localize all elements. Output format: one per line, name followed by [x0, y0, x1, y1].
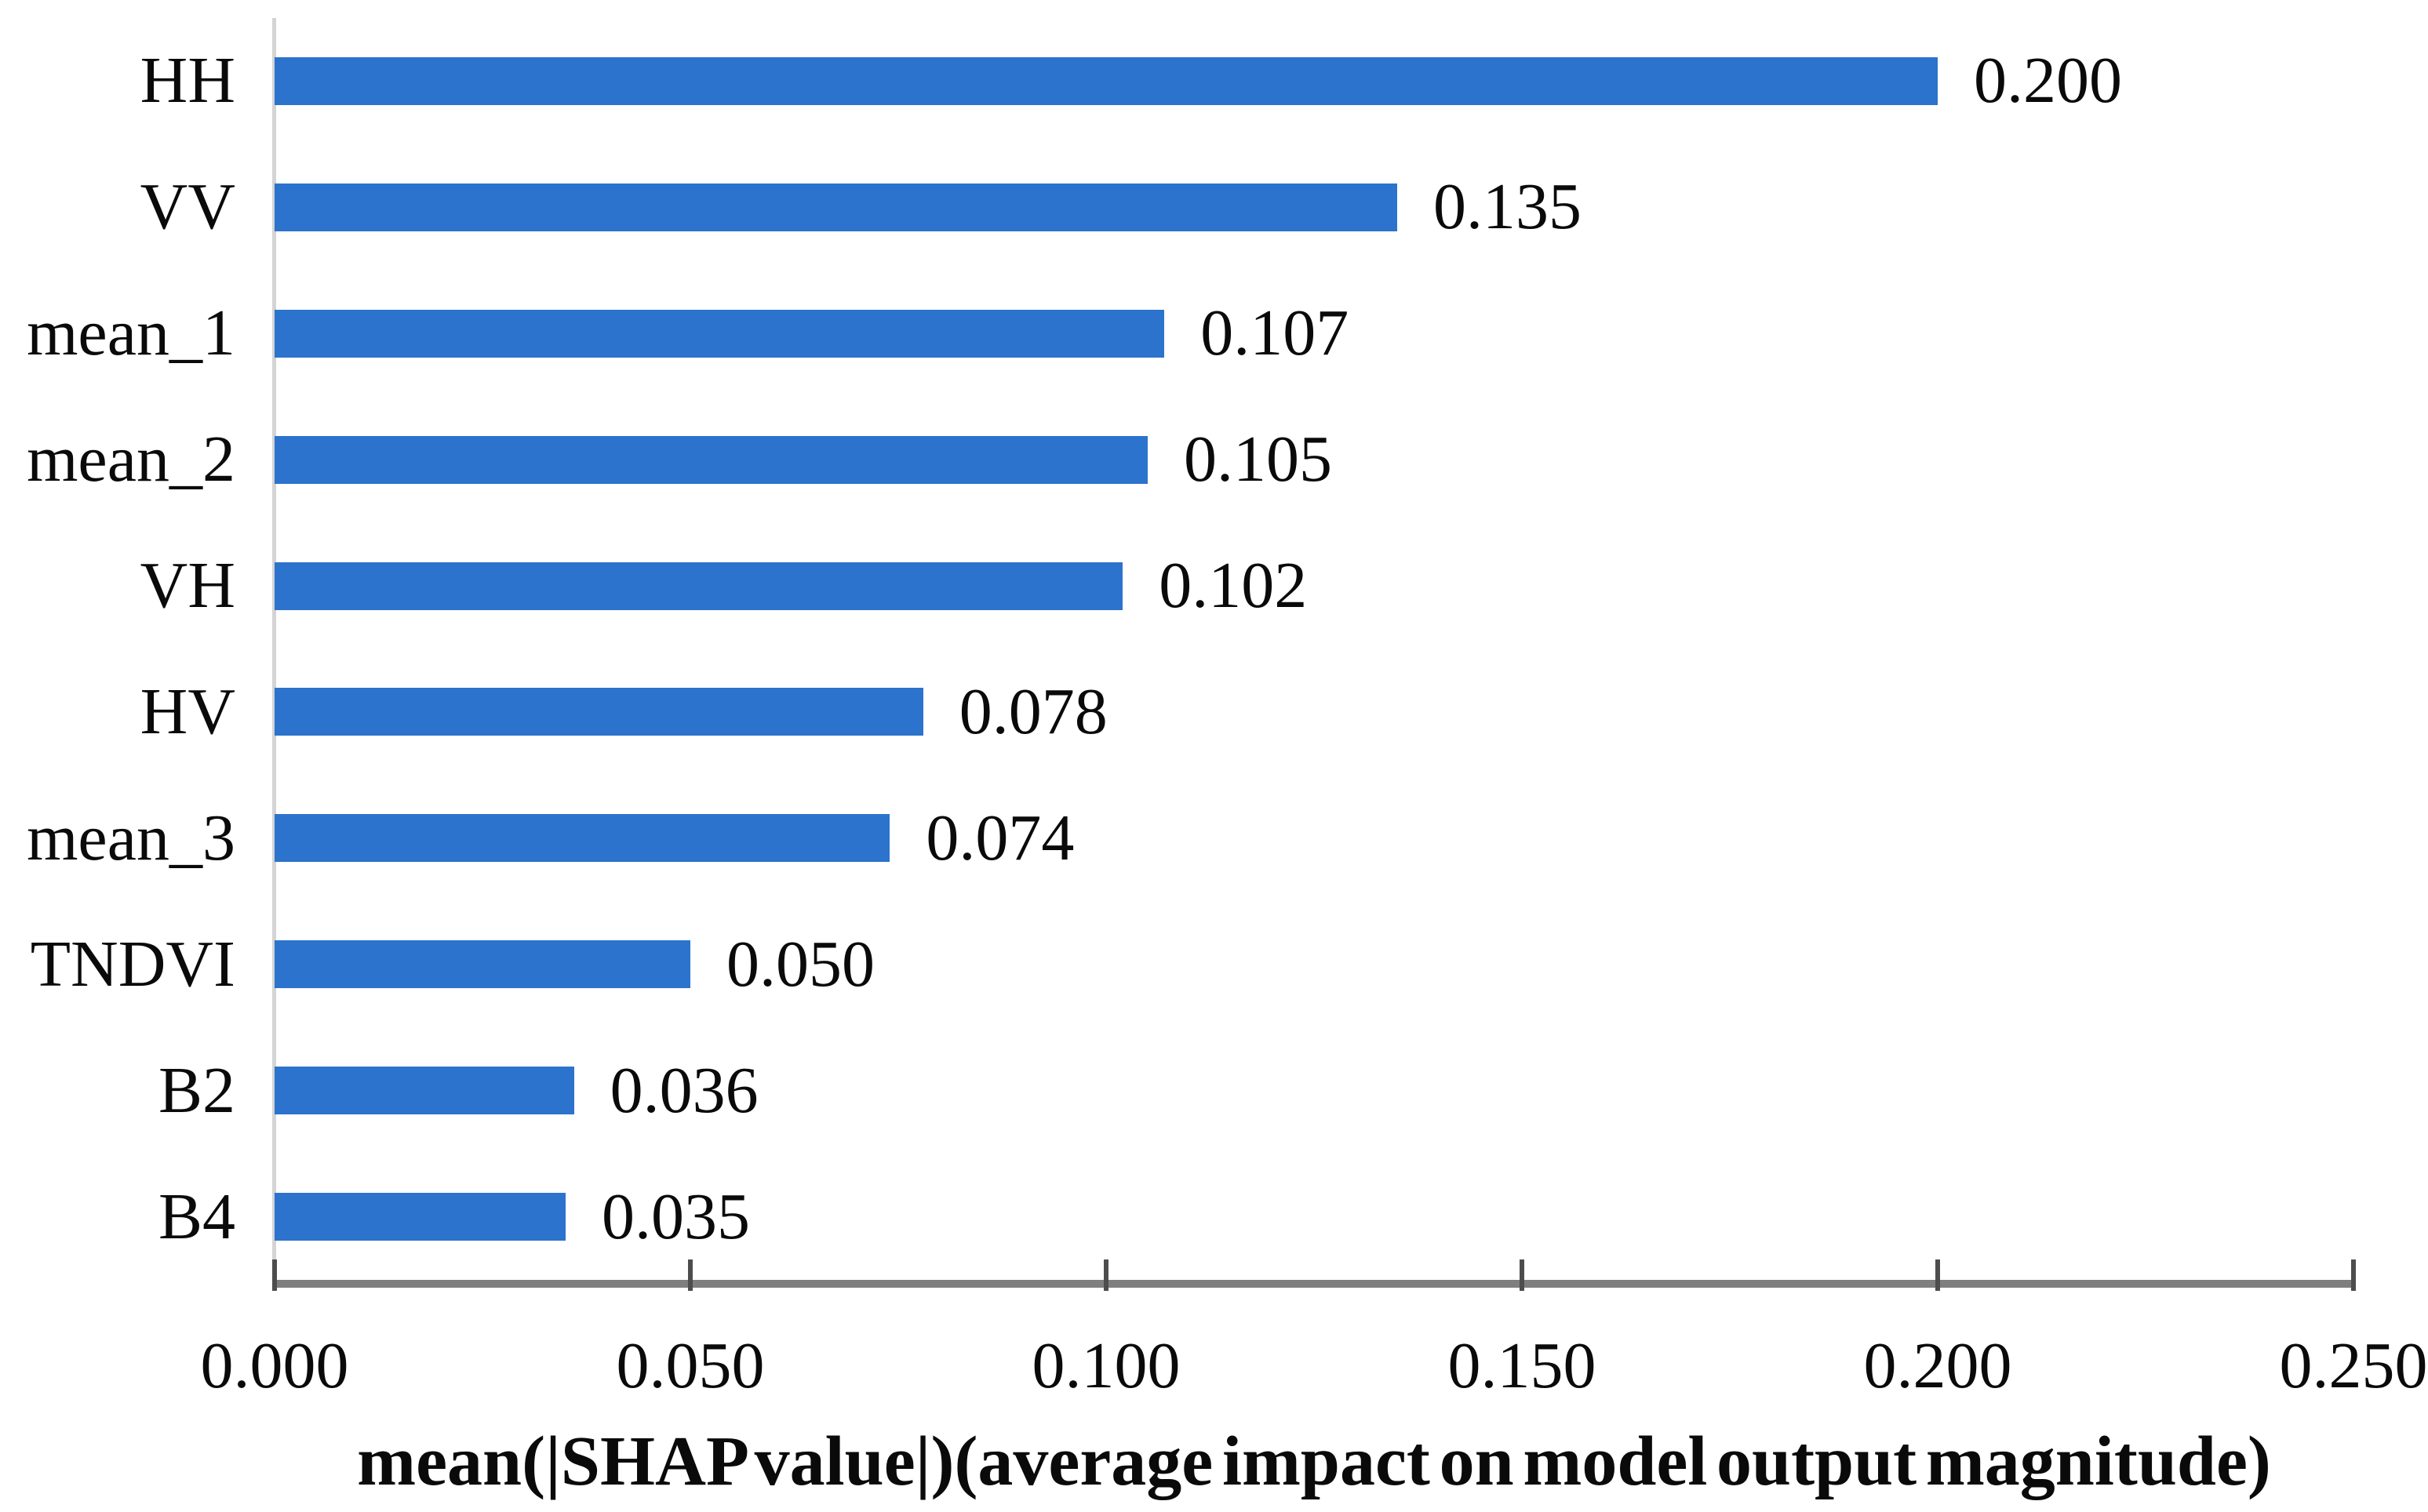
bar — [275, 309, 1165, 358]
bar-row-b4: B4 0.035 — [0, 1180, 2428, 1253]
category-label: VH — [140, 549, 235, 623]
bar — [275, 562, 1123, 610]
category-label: mean_2 — [27, 423, 235, 496]
x-tick-label: 0.100 — [1032, 1329, 1181, 1402]
x-axis-tick — [272, 1259, 277, 1291]
bar-row-hv: HV 0.078 — [0, 675, 2428, 748]
bar — [275, 435, 1148, 484]
x-axis-tick — [688, 1259, 693, 1291]
bar-row-vh: VH 0.102 — [0, 549, 2428, 622]
x-tick-label: 0.200 — [1863, 1329, 2012, 1402]
bar-row-hh: HH 0.200 — [0, 44, 2428, 117]
bar — [275, 814, 890, 863]
bar-row-mean-1: mean_1 0.107 — [0, 296, 2428, 369]
bar — [275, 1193, 566, 1241]
value-label: 0.036 — [610, 1053, 759, 1127]
category-label: mean_3 — [27, 801, 235, 874]
bar — [275, 688, 923, 736]
x-axis-tick — [2351, 1259, 2356, 1291]
x-axis-tick — [1520, 1259, 1524, 1291]
bar-row-b2: B2 0.036 — [0, 1054, 2428, 1127]
x-axis-tick — [1104, 1259, 1108, 1291]
bar-row-tndvi: TNDVI 0.050 — [0, 928, 2428, 1001]
bar-row-vv: VV 0.135 — [0, 170, 2428, 243]
bar — [275, 940, 690, 989]
category-label: VV — [140, 170, 235, 244]
x-tick-label: 0.150 — [1447, 1329, 1596, 1402]
x-axis-line — [272, 1280, 2356, 1288]
value-label: 0.200 — [1974, 44, 2122, 118]
category-label: mean_1 — [27, 296, 235, 370]
x-axis-tick — [1935, 1259, 1940, 1291]
x-tick-label: 0.050 — [616, 1329, 765, 1402]
bar — [275, 1067, 574, 1115]
category-label: B2 — [158, 1053, 235, 1127]
value-label: 0.074 — [926, 801, 1075, 874]
value-label: 0.035 — [602, 1179, 750, 1253]
x-tick-label: 0.250 — [2279, 1329, 2428, 1402]
y-axis-line — [272, 18, 276, 1288]
value-label: 0.050 — [726, 927, 875, 1001]
bar-row-mean-2: mean_2 0.105 — [0, 423, 2428, 496]
x-tick-label: 0.000 — [200, 1329, 349, 1402]
category-label: TNDVI — [30, 927, 235, 1001]
bar — [275, 56, 1938, 105]
bar — [275, 183, 1397, 231]
category-label: HV — [140, 674, 235, 748]
value-label: 0.105 — [1184, 423, 1332, 496]
category-label: HH — [140, 44, 235, 118]
x-axis-title: mean(|SHAP value|)(average impact on mod… — [357, 1423, 2271, 1500]
category-label: B4 — [158, 1179, 235, 1253]
bar-row-mean-3: mean_3 0.074 — [0, 801, 2428, 874]
value-label: 0.107 — [1200, 296, 1349, 370]
value-label: 0.102 — [1159, 549, 1308, 623]
value-label: 0.135 — [1433, 170, 1582, 244]
value-label: 0.078 — [959, 674, 1108, 748]
